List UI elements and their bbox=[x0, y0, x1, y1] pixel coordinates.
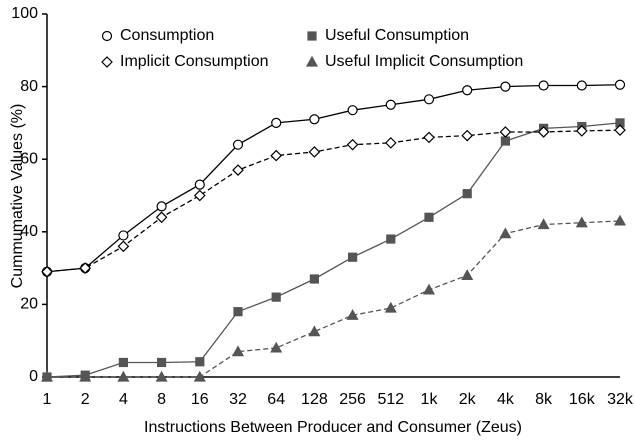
legend-label: Useful Consumption bbox=[325, 27, 469, 44]
x-tick-label: 32 bbox=[229, 391, 247, 408]
marker bbox=[41, 265, 53, 278]
x-tick-label: 2k bbox=[459, 391, 477, 408]
x-tick-label: 4k bbox=[497, 391, 515, 408]
marker bbox=[157, 357, 167, 368]
marker bbox=[193, 189, 206, 202]
marker bbox=[462, 189, 472, 199]
marker bbox=[40, 370, 54, 382]
marker bbox=[308, 325, 321, 337]
legend-label: Consumption bbox=[120, 27, 214, 44]
marker bbox=[461, 269, 474, 280]
marker bbox=[423, 94, 435, 105]
marker bbox=[307, 31, 317, 41]
marker bbox=[386, 234, 396, 244]
marker bbox=[499, 227, 512, 239]
marker bbox=[233, 307, 243, 317]
marker bbox=[270, 341, 283, 353]
marker bbox=[270, 149, 283, 162]
marker bbox=[79, 262, 92, 274]
y-tick-label: 100 bbox=[11, 5, 38, 22]
marker bbox=[499, 126, 512, 138]
x-tick-label: 2 bbox=[81, 391, 90, 408]
marker bbox=[117, 240, 130, 253]
marker bbox=[101, 56, 113, 68]
marker bbox=[118, 230, 129, 241]
x-tick-label: 4 bbox=[119, 391, 128, 408]
y-tick-label: 0 bbox=[29, 368, 38, 385]
marker bbox=[271, 292, 281, 302]
y-tick-label: 80 bbox=[20, 78, 38, 95]
marker bbox=[462, 85, 473, 96]
marker bbox=[384, 137, 397, 149]
x-axis-label: Instructions Between Producer and Consum… bbox=[144, 419, 522, 436]
marker bbox=[575, 216, 588, 228]
marker bbox=[500, 136, 510, 146]
x-tick-label: 128 bbox=[301, 391, 328, 408]
legend-label: Useful Implicit Consumption bbox=[325, 53, 523, 70]
series-line bbox=[47, 220, 621, 378]
y-tick-label: 60 bbox=[20, 150, 38, 167]
marker bbox=[101, 30, 113, 42]
x-tick-label: 32k bbox=[607, 391, 634, 408]
marker bbox=[308, 146, 321, 158]
marker bbox=[347, 105, 358, 116]
x-tick-label: 16 bbox=[191, 391, 209, 408]
x-tick-label: 1k bbox=[421, 391, 439, 408]
marker bbox=[575, 125, 588, 137]
x-tick-label: 8 bbox=[157, 391, 166, 408]
marker bbox=[537, 126, 550, 138]
marker bbox=[348, 252, 358, 262]
marker bbox=[194, 179, 205, 190]
y-tick-label: 20 bbox=[20, 296, 38, 313]
marker bbox=[461, 129, 474, 142]
series-line bbox=[46, 122, 621, 378]
marker bbox=[346, 309, 359, 320]
marker bbox=[232, 139, 244, 150]
series-line bbox=[46, 84, 621, 273]
marker bbox=[232, 164, 244, 176]
marker bbox=[538, 80, 549, 91]
marker bbox=[384, 301, 397, 313]
x-tick-label: 1 bbox=[43, 391, 52, 408]
marker bbox=[156, 201, 167, 212]
marker bbox=[305, 55, 319, 67]
marker bbox=[155, 211, 168, 224]
y-axis-label: Cummumative Values (%) bbox=[9, 104, 26, 289]
marker bbox=[424, 212, 434, 222]
series-line bbox=[46, 129, 621, 273]
legend-label: Implicit Consumption bbox=[120, 53, 269, 70]
marker bbox=[422, 283, 436, 295]
x-tick-label: 64 bbox=[267, 391, 285, 408]
marker bbox=[423, 131, 435, 144]
marker bbox=[309, 114, 320, 125]
marker bbox=[193, 370, 206, 382]
marker bbox=[614, 124, 626, 137]
marker bbox=[117, 370, 130, 382]
marker bbox=[309, 274, 319, 284]
marker bbox=[195, 357, 205, 367]
marker bbox=[155, 370, 168, 382]
marker bbox=[500, 81, 511, 92]
x-tick-label: 8k bbox=[535, 391, 553, 408]
marker bbox=[79, 370, 92, 382]
marker bbox=[385, 99, 396, 110]
marker bbox=[346, 138, 359, 151]
marker bbox=[614, 79, 626, 90]
x-tick-label: 512 bbox=[377, 391, 404, 408]
x-tick-label: 16k bbox=[569, 391, 596, 408]
marker bbox=[271, 117, 282, 129]
marker bbox=[613, 214, 627, 226]
marker bbox=[576, 80, 587, 91]
marker bbox=[537, 218, 550, 230]
marker bbox=[118, 357, 129, 368]
marker bbox=[231, 345, 245, 357]
x-tick-label: 256 bbox=[339, 391, 366, 408]
y-tick-label: 40 bbox=[20, 223, 38, 240]
